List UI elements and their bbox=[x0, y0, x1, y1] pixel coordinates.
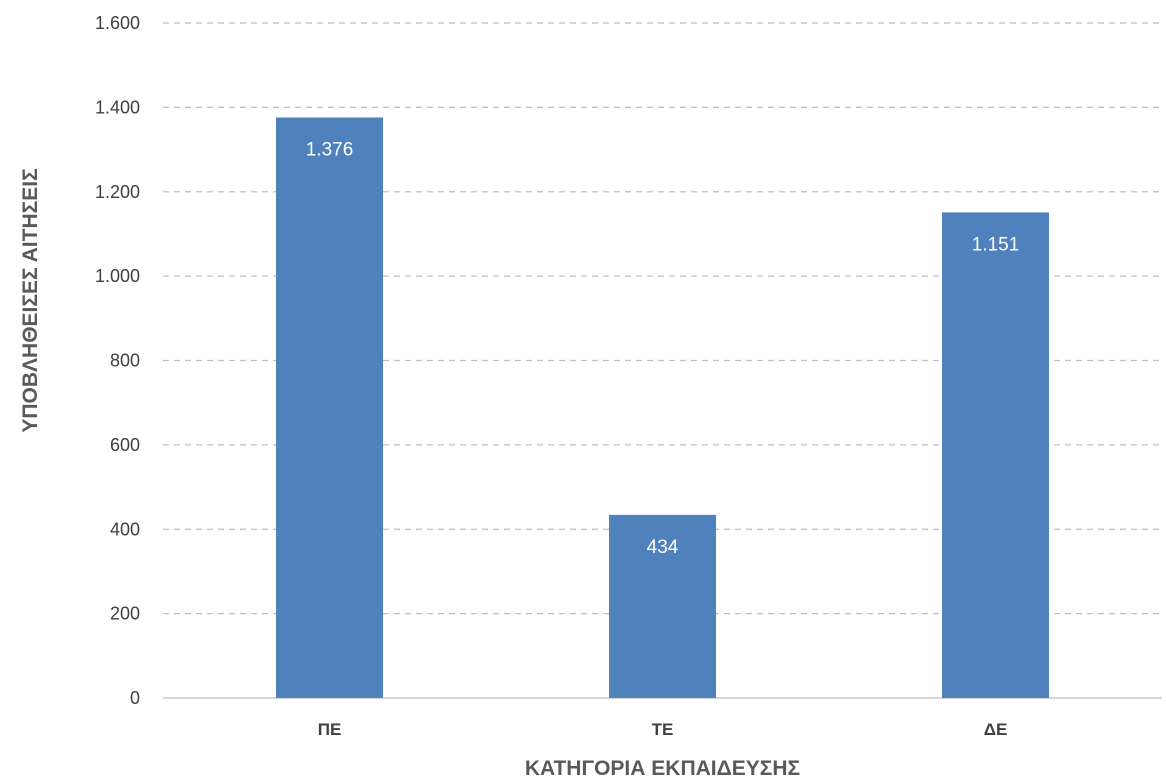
bars bbox=[276, 117, 1049, 698]
x-category-label: ΠΕ bbox=[318, 720, 342, 739]
bar bbox=[276, 117, 383, 698]
y-tick-label: 800 bbox=[110, 351, 140, 371]
y-tick-label: 400 bbox=[110, 519, 140, 539]
y-tick-label: 1.200 bbox=[95, 182, 140, 202]
x-axis-category-labels: ΠΕ ΤΕ ΔΕ bbox=[318, 720, 1008, 739]
bar bbox=[609, 514, 716, 698]
x-axis-title: ΚΑΤΗΓΟΡΙΑ ΕΚΠΑΙΔΕΥΣΗΣ bbox=[525, 757, 800, 780]
bar-data-label: 1.376 bbox=[306, 140, 354, 161]
y-tick-label: 200 bbox=[110, 604, 140, 624]
bar-data-label: 1.151 bbox=[972, 234, 1020, 255]
x-category-label: ΤΕ bbox=[652, 720, 674, 739]
y-tick-label: 1.600 bbox=[95, 13, 140, 33]
y-tick-label: 1.400 bbox=[95, 97, 140, 117]
bar-data-label: 434 bbox=[647, 537, 679, 558]
y-axis-title: ΥΠΟΒΛΗΘΕΙΣΕΣ ΑΙΤΗΣΕΙΣ bbox=[19, 168, 42, 432]
y-tick-label: 1.000 bbox=[95, 266, 140, 286]
y-tick-label: 600 bbox=[110, 435, 140, 455]
bar bbox=[942, 212, 1049, 698]
y-tick-label: 0 bbox=[130, 688, 140, 708]
y-axis-tick-labels: 0 200 400 600 800 1.000 1.200 1.400 1.600 bbox=[95, 13, 140, 708]
data-labels: 1.376 434 1.151 bbox=[306, 140, 1020, 558]
x-category-label: ΔΕ bbox=[984, 720, 1008, 739]
